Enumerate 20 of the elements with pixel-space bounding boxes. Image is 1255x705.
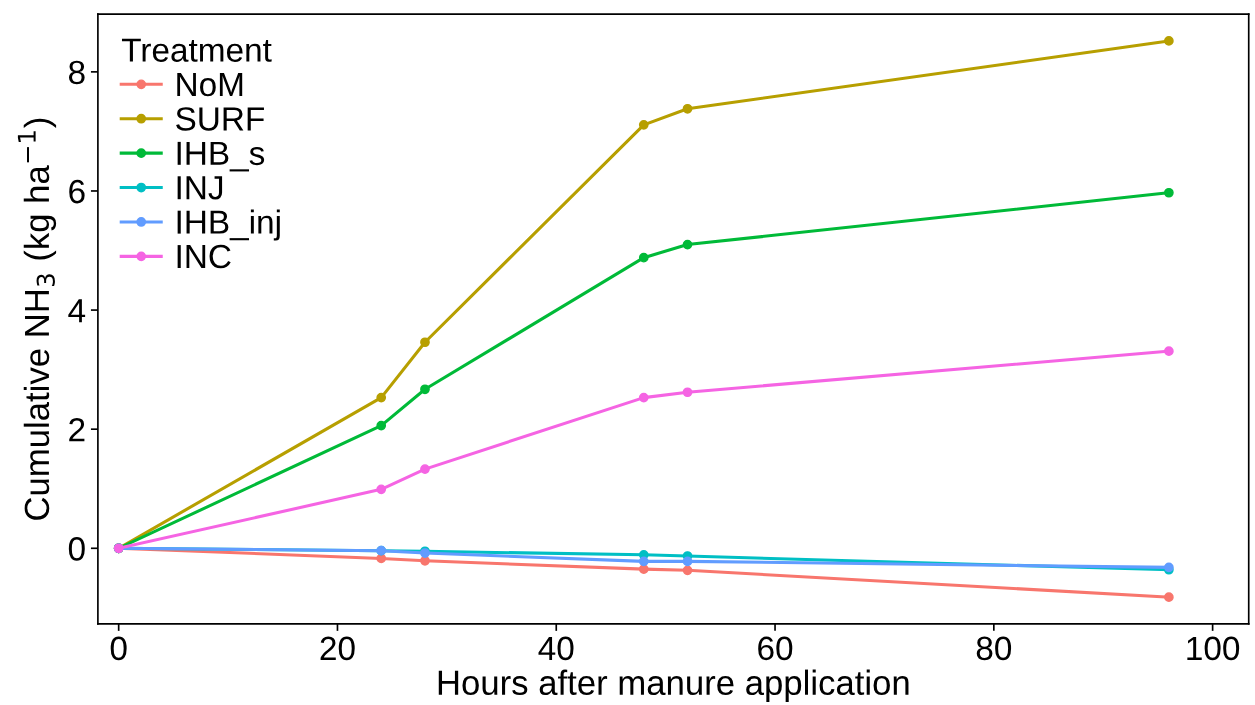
legend-label: INC	[177, 244, 231, 269]
x-tick-label: 40	[538, 636, 574, 661]
x-tick-label: 80	[976, 636, 1012, 661]
y-tick-label: 8	[69, 60, 85, 85]
y-tick-label: 4	[68, 299, 86, 323]
legend-label: NoM	[177, 73, 243, 97]
legend-label: IHB_s	[177, 141, 265, 172]
legend-title: Treatment	[121, 38, 272, 62]
x-tick-label: 0	[110, 636, 127, 661]
x-tick-label: 100	[1187, 636, 1240, 661]
x-tick-label: 20	[320, 636, 355, 661]
legend-label: SURF	[176, 107, 264, 131]
legend-label: IHB_inj	[177, 209, 280, 241]
y-tick-label: 6	[69, 179, 85, 204]
y-tick-label: 0	[68, 537, 85, 561]
y-axis-title: Cumulative NH$_{3}$ (kg ha$^{−1}$)	[17, 118, 57, 520]
legend-label: INJ	[177, 176, 223, 200]
x-axis-title: Hours after manure application	[438, 669, 909, 702]
x-tick-label: 60	[758, 636, 793, 661]
y-tick-label: 2	[69, 417, 85, 442]
